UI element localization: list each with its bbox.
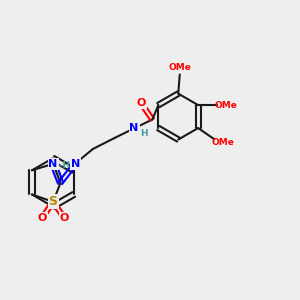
Text: N: N — [49, 159, 58, 169]
Text: N: N — [130, 123, 139, 134]
Text: H: H — [140, 129, 148, 138]
Text: OMe: OMe — [215, 100, 238, 109]
Text: OMe: OMe — [169, 64, 192, 73]
Text: O: O — [60, 213, 69, 223]
Text: –H: –H — [58, 161, 70, 170]
Text: O: O — [136, 98, 146, 108]
Text: N: N — [70, 159, 80, 169]
Text: OMe: OMe — [211, 138, 234, 147]
Text: S: S — [49, 195, 58, 208]
Text: O: O — [37, 213, 46, 223]
